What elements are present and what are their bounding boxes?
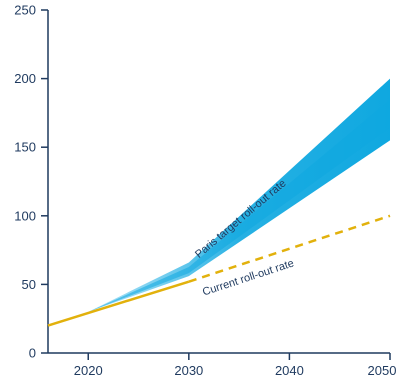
y-tick-label: 100 bbox=[14, 208, 36, 223]
y-tick-label: 250 bbox=[14, 3, 36, 18]
x-tick-label: 2050 bbox=[368, 363, 397, 378]
y-axis-ticks: 0 50 100 150 200 250 bbox=[14, 3, 48, 361]
x-axis-ticks: 2020 2030 2040 2050 bbox=[74, 353, 397, 378]
current-rate-line-solid bbox=[47, 280, 190, 327]
annotation-current-rate: Current roll-out rate bbox=[201, 257, 295, 298]
y-tick-label: 0 bbox=[29, 346, 36, 361]
current-rate-line-dashed bbox=[188, 214, 391, 283]
x-tick-label: 2030 bbox=[174, 363, 203, 378]
annotation-paris-target: Paris target roll-out rate bbox=[193, 177, 289, 260]
x-tick-label: 2020 bbox=[74, 363, 103, 378]
x-tick-label: 2040 bbox=[275, 363, 304, 378]
axes: 0 50 100 150 200 250 2020 2030 2040 2050 bbox=[14, 3, 396, 378]
y-tick-label: 150 bbox=[14, 140, 36, 155]
y-tick-label: 50 bbox=[22, 277, 36, 292]
y-tick-label: 200 bbox=[14, 71, 36, 86]
